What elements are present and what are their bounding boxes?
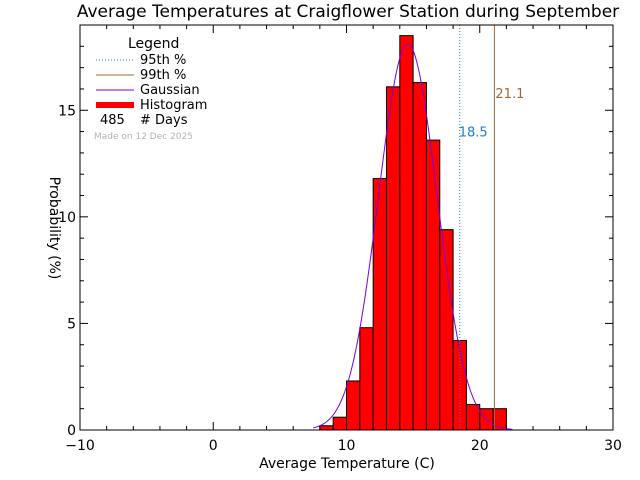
percentile-99-label: 21.1	[495, 87, 524, 102]
percentile-95-label: 18.5	[459, 126, 488, 141]
histogram-bar	[399, 35, 414, 431]
legend: Legend 95th % 99th % Gaussian Histogram …	[94, 36, 207, 142]
histogram-bar	[425, 139, 441, 431]
x-axis-label: Average Temperature (C)	[259, 456, 435, 472]
x-tick-label: 30	[604, 438, 622, 454]
histogram-bar	[372, 177, 387, 431]
histogram-bar	[412, 82, 427, 431]
legend-title: Legend	[128, 36, 179, 52]
legend-label-95th: 95th %	[140, 53, 186, 68]
plot-area: 18.5 21.1	[313, 25, 524, 431]
y-axis-label: Probability (%)	[46, 177, 62, 280]
histogram-bar	[359, 327, 374, 431]
x-tick-label: −10	[65, 438, 95, 454]
x-tick-label: 0	[209, 438, 218, 454]
x-tick-label: 10	[338, 438, 356, 454]
gaussian-curve	[313, 43, 513, 430]
chart-title: Average Temperatures at Craigflower Stat…	[77, 2, 619, 22]
x-tick-label: 20	[471, 438, 489, 454]
y-tick-label: 10	[58, 210, 76, 226]
plot-frame	[79, 24, 614, 431]
y-tick-label: 0	[67, 423, 76, 439]
legend-count-label: # Days	[140, 113, 188, 128]
histogram-bar	[332, 416, 347, 431]
made-on-date: Made on 12 Dec 2025	[94, 132, 193, 142]
histogram-bar	[346, 380, 361, 431]
histogram-bar	[385, 86, 401, 431]
legend-label-histogram: Histogram	[140, 98, 207, 113]
legend-count-value: 485	[100, 113, 125, 128]
y-tick-label: 15	[58, 103, 76, 119]
legend-label-99th: 99th %	[140, 68, 186, 83]
histogram-bar	[439, 229, 454, 431]
legend-label-gaussian: Gaussian	[140, 83, 200, 98]
histogram-bar	[319, 425, 334, 431]
y-tick-label: 5	[67, 316, 76, 332]
